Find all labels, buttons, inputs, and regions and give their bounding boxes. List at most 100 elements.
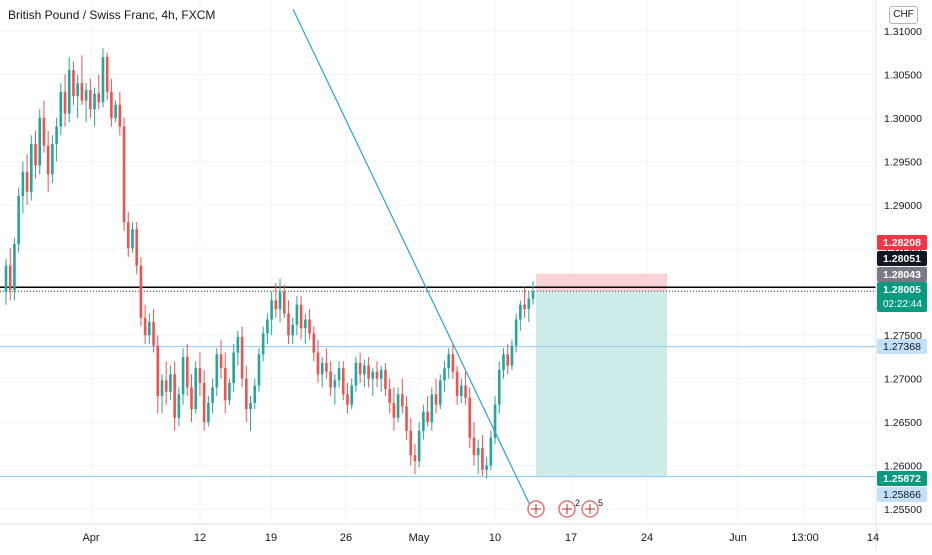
candle-body	[8, 265, 12, 290]
trendline-layer[interactable]	[292, 9, 537, 518]
candle-body	[291, 324, 294, 336]
time-tick-label: Jun	[729, 532, 747, 544]
horizontal-lines	[0, 286, 876, 478]
price-tick-label: 1.26000	[884, 461, 922, 473]
candle-body	[257, 354, 261, 386]
event-count: 2	[575, 498, 580, 508]
candle-body	[190, 387, 193, 410]
price-tag-bg	[877, 282, 927, 312]
candle-body	[531, 291, 535, 299]
price-tick-label: 1.29000	[884, 200, 922, 212]
candle-body	[497, 369, 501, 405]
candle-body	[287, 313, 290, 336]
candle-body	[72, 70, 75, 97]
candle-body	[325, 362, 328, 372]
candle-body	[299, 304, 303, 329]
candle-body	[371, 371, 375, 379]
candle-body	[51, 143, 54, 175]
trendline	[292, 9, 537, 518]
price-tick-label: 1.26500	[884, 417, 922, 429]
currency-label[interactable]: CHF	[889, 6, 918, 24]
position-zones	[536, 273, 667, 477]
candle-body	[261, 333, 265, 355]
candle-body	[510, 345, 514, 366]
time-tick-label: 17	[565, 532, 577, 544]
candle-body	[185, 356, 189, 388]
candle-body	[295, 304, 299, 325]
candle-body	[152, 322, 155, 346]
candle-body	[493, 404, 497, 438]
time-tick-label: May	[409, 532, 430, 544]
candle-body	[308, 319, 311, 334]
candle-body	[245, 378, 248, 410]
candle-body	[232, 352, 235, 383]
candle-body	[320, 362, 324, 375]
price-tag-label: 1.28208	[883, 237, 921, 249]
candle-body	[468, 397, 472, 438]
candle-body	[219, 354, 223, 369]
time-tick-label: 10	[489, 532, 501, 544]
candle-body	[80, 83, 84, 101]
candle-body	[333, 380, 337, 388]
candle-body	[312, 333, 316, 353]
candle-body	[181, 356, 185, 395]
candle-body	[388, 389, 391, 403]
candle-body	[156, 345, 160, 397]
candle-body	[211, 387, 214, 403]
candle-body	[198, 368, 202, 383]
candle-body	[126, 222, 130, 249]
candle-body	[84, 90, 88, 101]
candle-body	[135, 229, 139, 266]
candle-body	[304, 319, 307, 329]
candle-body	[114, 104, 117, 118]
candle-body	[148, 322, 151, 336]
candle-body	[455, 371, 459, 397]
candle-body	[430, 394, 434, 423]
candle-body	[367, 365, 370, 379]
price-tick-label: 1.30000	[884, 113, 922, 125]
candle-body	[274, 300, 278, 310]
candle-body	[527, 298, 531, 310]
time-axis[interactable]: Apr 12 19 26 May 10 17 24 Jun 13:00 14	[0, 523, 932, 544]
price-tick-label: 1.25500	[884, 504, 922, 516]
time-tick-label: 26	[340, 532, 352, 544]
time-tick-label: 24	[641, 532, 653, 544]
candle-body	[417, 430, 421, 462]
candle-body	[17, 196, 20, 244]
candle-body	[460, 385, 463, 397]
candle-body	[97, 93, 101, 103]
candle-body	[451, 354, 455, 372]
candle-body	[350, 385, 354, 405]
candle-body	[485, 465, 488, 470]
price-tag-label: 1.25866	[883, 489, 921, 501]
candle-body	[443, 368, 446, 381]
candle-body	[464, 385, 467, 398]
price-tick-label: 1.27000	[884, 374, 922, 386]
candle-body	[160, 380, 164, 397]
candle-body	[502, 354, 505, 370]
candle-body	[89, 90, 92, 110]
candle-body	[110, 91, 113, 118]
candle-body	[426, 411, 429, 423]
time-tick-label: 14	[867, 532, 879, 544]
candle-body	[316, 352, 320, 375]
candle-body	[266, 319, 269, 334]
price-tag-bg	[877, 235, 927, 250]
candle-body	[164, 380, 168, 392]
event-count: 5	[598, 498, 603, 508]
candle-body	[42, 117, 46, 146]
candle-body	[354, 362, 358, 386]
candle-body	[25, 171, 29, 192]
price-tag-label: 1.28005	[883, 284, 921, 296]
candle-body	[169, 374, 172, 392]
candle-body	[223, 368, 227, 401]
time-tick-label: 13:00	[791, 532, 819, 544]
price-tag-label: 1.25872	[883, 473, 921, 485]
candle-body	[329, 371, 332, 388]
price-tick-label: 1.29500	[884, 156, 922, 168]
candle-body	[413, 455, 417, 462]
chart-title: British Pound / Swiss Franc, 4h, FXCM	[8, 8, 216, 22]
